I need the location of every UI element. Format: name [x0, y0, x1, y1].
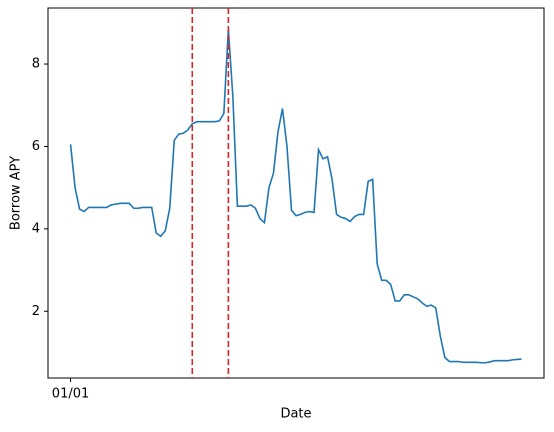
plot-frame: [47, 7, 545, 379]
y-tick-label: 8: [32, 57, 40, 72]
x-tick-label: 01/01: [52, 387, 89, 402]
y-tick-label: 4: [32, 221, 40, 236]
x-axis-label: Date: [280, 407, 311, 422]
y-axis-label: Borrow APY: [9, 156, 24, 230]
y-tick-label: 2: [32, 304, 40, 319]
data-line: [69, 28, 522, 364]
y-tick-label: 6: [32, 139, 40, 154]
